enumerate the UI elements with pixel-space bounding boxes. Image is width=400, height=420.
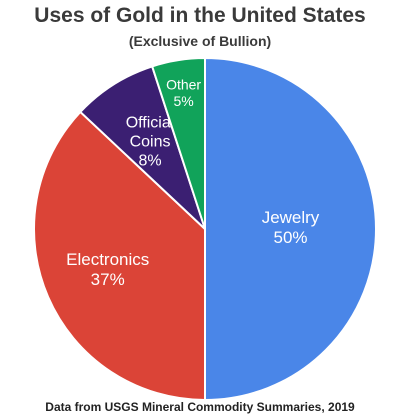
source-note: Data from USGS Mineral Commodity Summari…	[45, 400, 355, 414]
chart-title: Uses of Gold in the United States	[34, 4, 366, 27]
chart-subtitle: (Exclusive of Bullion)	[128, 33, 272, 49]
pie-slice-jewelry	[204, 56, 377, 402]
slice-label-other: Other 5%	[166, 76, 201, 109]
pie-slice-other	[150, 56, 206, 230]
slice-label-jewelry: Jewelry 50%	[262, 208, 320, 247]
slice-label-electronics: Electronics 37%	[66, 251, 149, 290]
pie-slice-electronics	[33, 110, 206, 402]
slice-label-official-coins: Official Coins 8%	[126, 115, 175, 170]
